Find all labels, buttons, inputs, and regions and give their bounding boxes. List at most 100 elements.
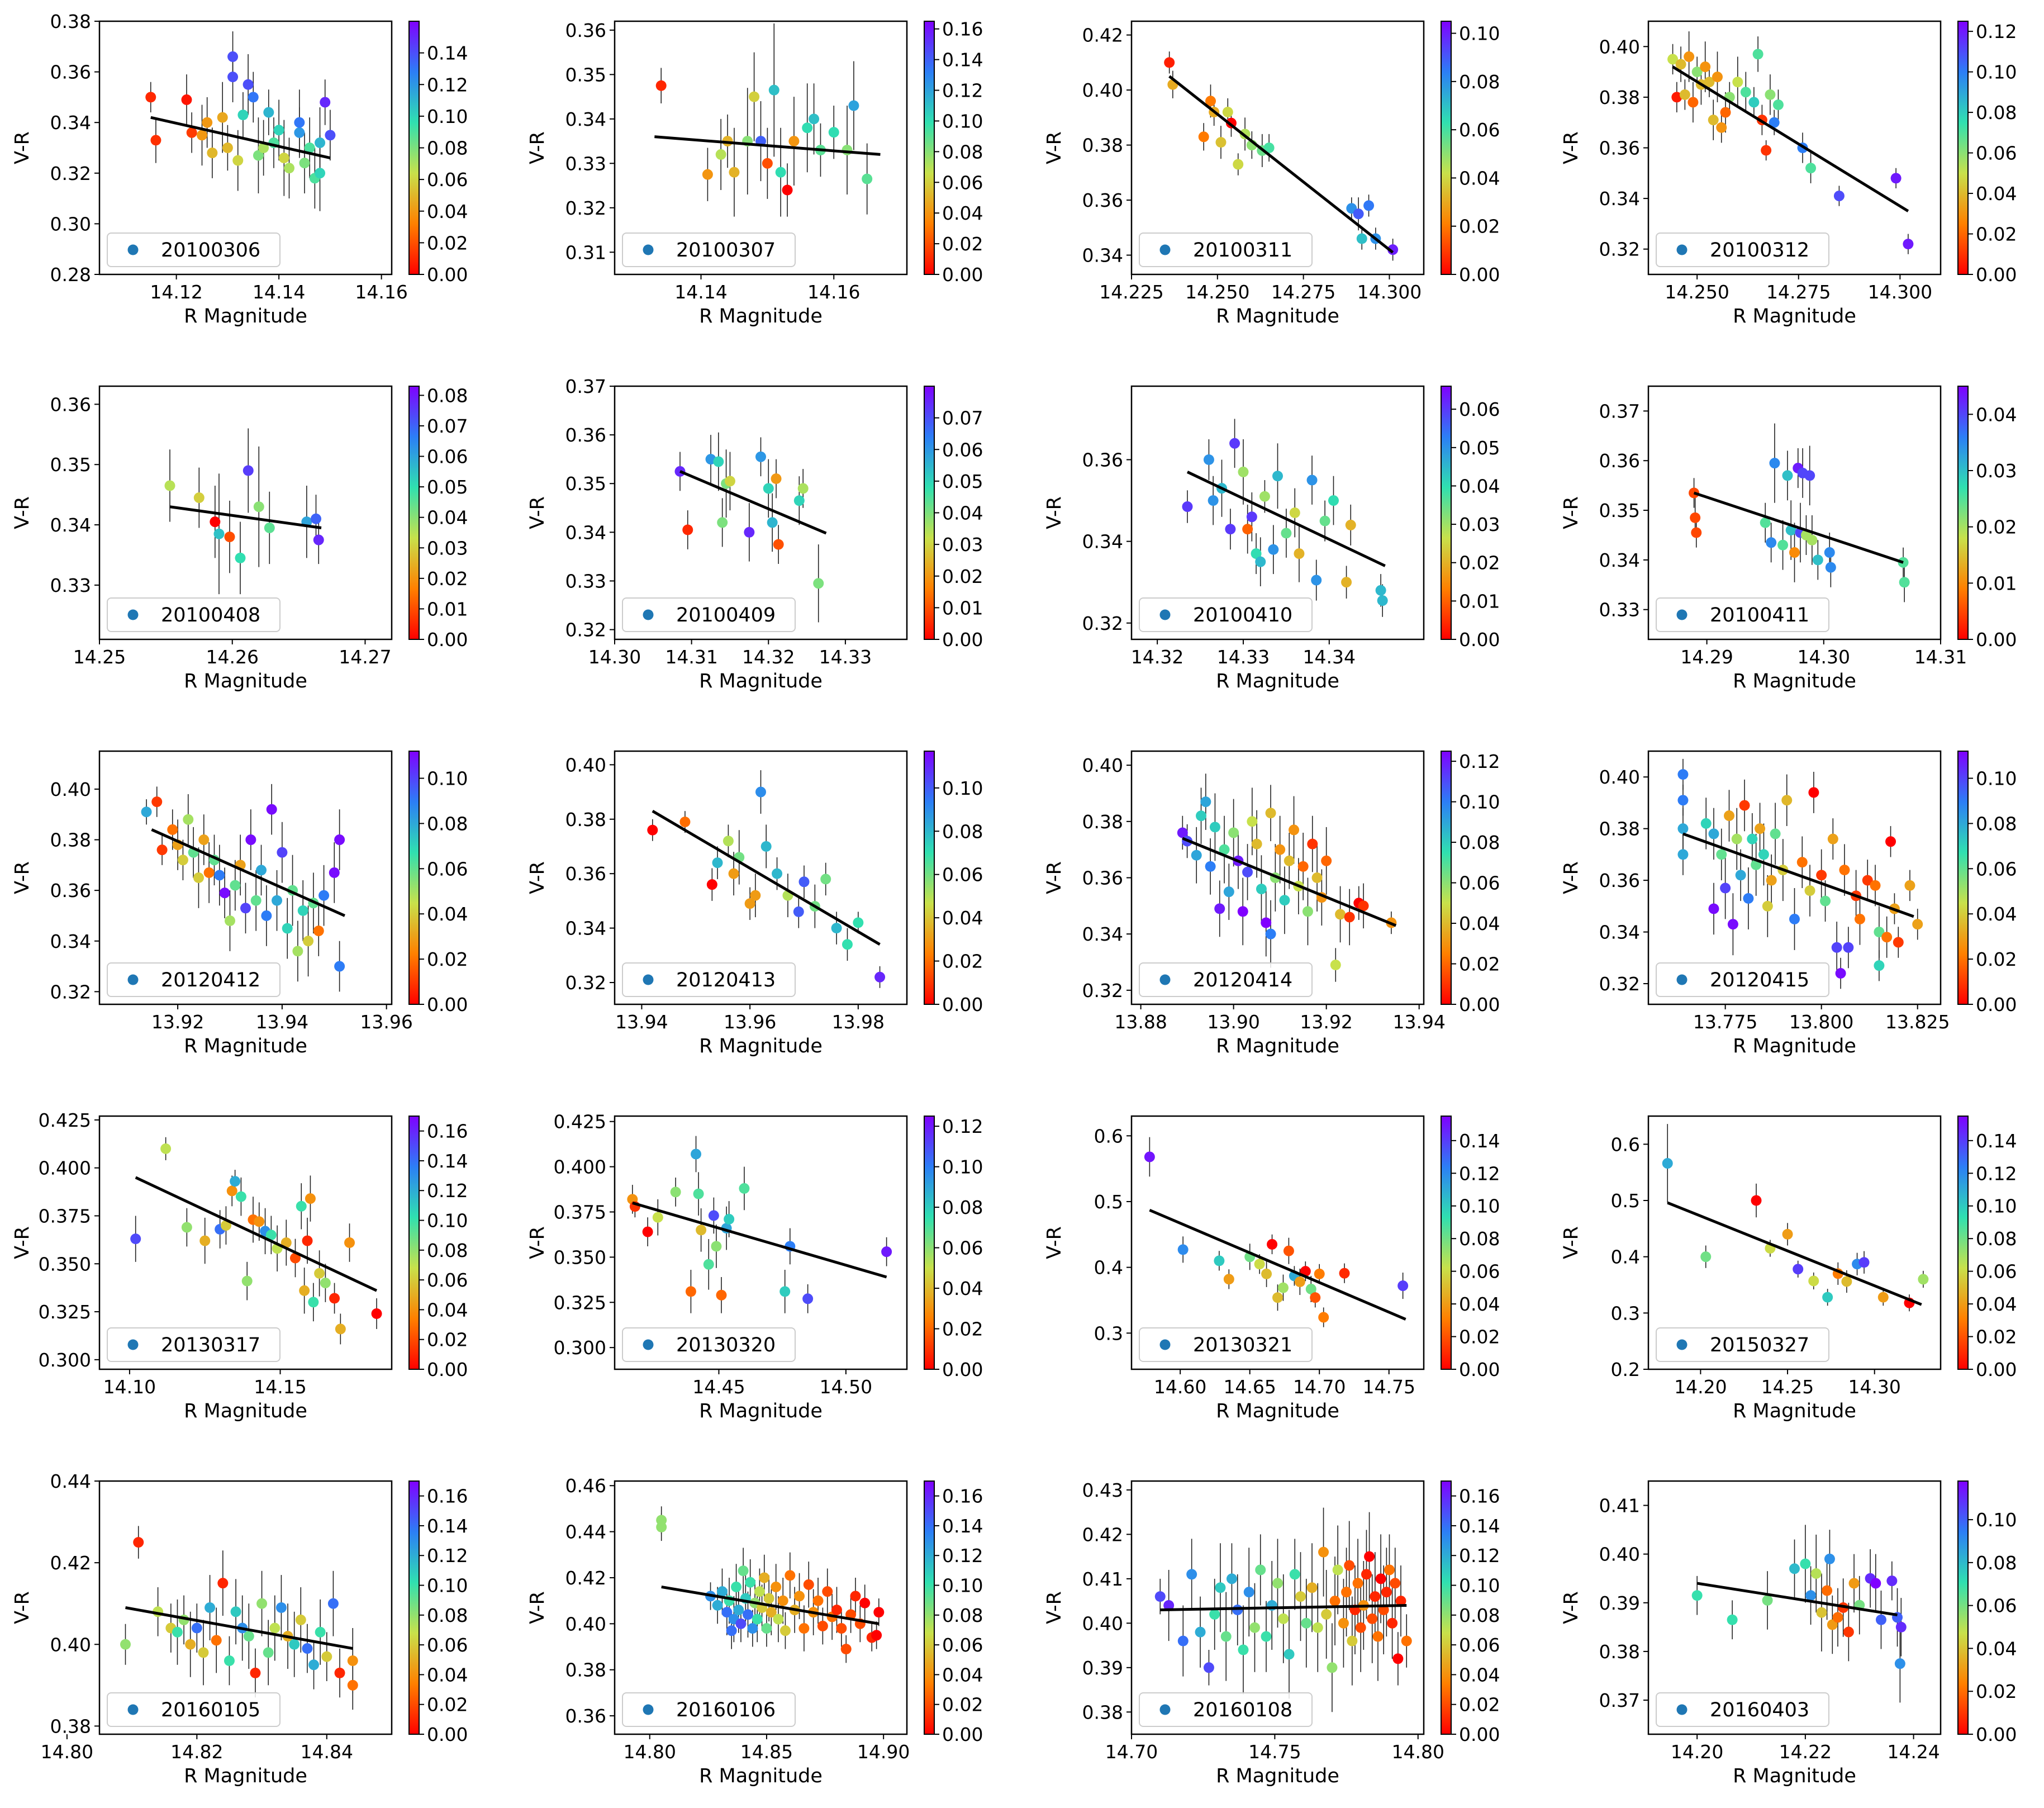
axes-frame [98,1480,393,1735]
x-axis-label: R Magnitude [699,305,823,328]
data-point [308,1659,320,1671]
y-tick-label: 0.375 [554,1201,606,1223]
panel-20100411: 14.29 14.30 14.31 0.33 0.34 0.35 0.36 0.37 R Mag… [1560,385,2017,692]
colorbar-tick-label: 0.04 [1459,913,1500,934]
axes-frame [1130,20,1425,276]
data-point [1238,1644,1249,1655]
x-tick-label: 14.45 [692,1376,745,1398]
data-point [263,1647,274,1658]
legend-marker [127,244,139,255]
data-point [1758,849,1769,860]
panel-20100306: 14.12 14.14 14.16 0.28 0.30 0.32 0.34 0.36 0.38 R… [11,11,468,328]
data-point [1824,1553,1835,1564]
y-axis-label: V-R [526,1591,549,1624]
y-tick-label: 0.36 [1082,867,1123,889]
colorbar-tick-label: 0.06 [1976,1261,2017,1283]
y-tick-label: 0.40 [50,1634,91,1655]
data-point [1812,554,1823,566]
data-point [220,1220,231,1231]
data-point [706,879,717,890]
legend-label: 20160108 [1193,1699,1292,1721]
data-point [141,806,152,818]
colorbar-tick-label: 0.04 [942,502,983,524]
colorbar-tick-label: 0.03 [1976,460,2017,482]
x-axis-label: R Magnitude [184,1765,307,1787]
data-point [850,1591,861,1602]
x-tick-label: 14.300 [1357,281,1422,303]
legend-label: 20130317 [161,1334,260,1356]
legend: 20120415 [1656,962,1829,997]
axes-frame [98,20,393,276]
x-tick-label: 14.16 [807,281,860,303]
data-point [275,1602,287,1613]
data-point [1890,173,1902,184]
data-point [1827,833,1838,844]
data-point [1329,1596,1341,1607]
data-point [283,163,294,174]
data-point [848,100,859,111]
colorbar [924,1116,935,1370]
plot-area [1662,1124,1929,1312]
plot-area [1677,758,1923,989]
data-point [217,1578,229,1589]
legend-marker [1676,244,1688,255]
legend-box [107,597,281,632]
data-point [1255,1564,1266,1576]
y-tick-label: 0.6 [1094,1125,1123,1147]
data-point [313,926,324,937]
data-point [254,1216,265,1227]
data-point [1278,1613,1289,1624]
data-point [1295,1591,1306,1602]
y-tick-label: 0.37 [565,376,606,397]
data-point [739,1183,750,1194]
data-point [1805,163,1817,174]
data-point [1832,1612,1843,1623]
data-point [207,148,218,159]
data-point [243,1631,254,1642]
data-point [1679,89,1690,100]
legend-label: 20100408 [161,604,260,627]
fit-line [135,1176,378,1292]
axes-frame [1130,1480,1425,1735]
x-tick-label: 13.96 [724,1011,776,1033]
data-point [1755,823,1766,834]
data-point [1397,1280,1409,1292]
data-point [1720,107,1731,118]
data-point [722,836,734,847]
data-point [1870,880,1881,891]
y-tick-label: 0.36 [565,1705,606,1727]
y-tick-label: 0.38 [1082,1701,1123,1723]
data-point [371,1308,382,1319]
y-tick-label: 0.32 [565,972,606,994]
data-point [794,1591,805,1602]
legend-label: 20130321 [1193,1334,1292,1356]
y-tick-label: 0.28 [50,264,91,286]
colorbar [1957,751,1969,1005]
legend: 20100307 [622,232,796,267]
data-point [763,483,774,494]
x-tick-label: 14.30 [1798,646,1850,668]
data-point [248,92,259,103]
data-point [1251,838,1262,850]
panel-20130317: 14.10 14.15 0.300 0.325 0.350 0.375 0.400 0.425… [11,1109,468,1422]
colorbar-tick-label: 0.06 [942,1237,983,1259]
colorbar-tick-label: 0.06 [1976,858,2017,880]
data-point [1688,97,1699,108]
colorbar-tick-label: 0.12 [427,1545,468,1567]
x-axis-label: R Magnitude [184,670,307,692]
data-point [767,517,778,528]
y-tick-label: 0.32 [565,619,606,641]
colorbar-tick-label: 0.16 [427,1486,468,1507]
y-tick-label: 0.33 [565,153,606,174]
colorbar-tick-label: 0.00 [1976,1724,2017,1745]
data-point [798,876,810,888]
data-point [230,1176,241,1187]
plot-area [674,432,827,623]
data-point [1289,824,1300,836]
plot-area [656,1506,885,1663]
legend-marker [1159,244,1171,255]
data-point [1822,1292,1833,1303]
data-point [1667,54,1679,65]
colorbar-tick-label: 0.10 [942,110,983,132]
